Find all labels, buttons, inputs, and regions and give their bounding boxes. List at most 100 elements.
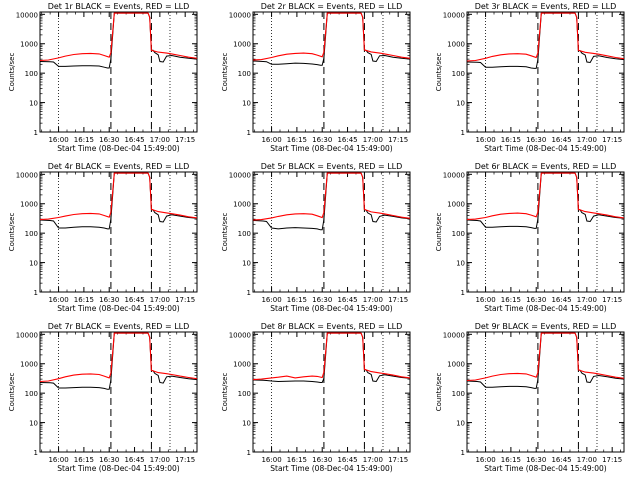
x-axis-label: Start Time (08-Dec-04 15:49:00) (484, 464, 606, 473)
y-tick-label: 100 (452, 230, 465, 238)
y-tick-label: 100 (238, 230, 251, 238)
lld-series-line (253, 12, 410, 61)
chart-title: Det 8r BLACK = Events, RED = LLD (261, 322, 403, 331)
x-tick-label: 16:00 (261, 456, 281, 464)
y-tick-label: 1 (34, 129, 38, 137)
series-layer (467, 332, 624, 389)
plot-frame (466, 171, 625, 293)
y-tick-label: 10 (242, 420, 251, 428)
chart-panel-9: Det 9r BLACK = Events, RED = LLD 1 10 100 10… (435, 322, 625, 473)
lld-series-line (467, 332, 624, 382)
x-tick-label: 16:30 (99, 136, 119, 144)
x-tick-label: 17:15 (602, 296, 622, 304)
x-tick-label: 16:45 (551, 296, 571, 304)
y-tick-label: 1 (34, 449, 38, 457)
events-series-line (467, 332, 624, 389)
x-tick-label: 16:45 (124, 456, 144, 464)
y-tick-label: 10 (29, 420, 38, 428)
x-tick-label: 17:00 (577, 296, 597, 304)
y-tick-label: 1 (461, 129, 465, 137)
x-tick-label: 17:00 (150, 296, 170, 304)
x-tick-label: 17:15 (175, 296, 195, 304)
y-tick-label: 10 (456, 420, 465, 428)
chart-panel-2: Det 2r BLACK = Events, RED = LLD 1 10 100 10… (221, 2, 411, 153)
y-tick-label: 10 (456, 260, 465, 268)
events-series-line (467, 172, 624, 229)
x-tick-label: 16:00 (261, 296, 281, 304)
chart-panel-6: Det 6r BLACK = Events, RED = LLD 1 10 100 10… (435, 162, 625, 313)
y-axis-label: Counts/sec (435, 213, 443, 252)
chart-panel-7: Det 7r BLACK = Events, RED = LLD 1 10 100 10… (8, 322, 198, 473)
series-layer (253, 332, 410, 383)
events-series-line (253, 332, 410, 383)
x-tick-label: 16:00 (475, 456, 495, 464)
chart-panel-5: Det 5r BLACK = Events, RED = LLD 1 10 100 10… (221, 162, 411, 313)
series-layer (253, 172, 410, 231)
series-layer (40, 172, 197, 230)
y-tick-label: 1000 (20, 41, 38, 49)
x-tick-label: 16:45 (124, 296, 144, 304)
x-tick-label: 16:00 (261, 136, 281, 144)
x-tick-label: 16:15 (501, 296, 521, 304)
y-tick-label: 1 (247, 129, 251, 137)
x-tick-label: 16:15 (74, 456, 94, 464)
events-series-line (40, 332, 197, 390)
y-axis-label: Counts/sec (435, 53, 443, 92)
lld-series-line (253, 332, 410, 381)
x-tick-label: 16:15 (501, 136, 521, 144)
y-tick-label: 100 (238, 70, 251, 78)
lld-series-line (467, 12, 624, 62)
x-tick-label: 16:45 (337, 456, 357, 464)
x-tick-label: 17:00 (363, 296, 383, 304)
y-axis-label: Counts/sec (435, 373, 443, 412)
x-tick-label: 17:00 (577, 136, 597, 144)
chart-title: Det 9r BLACK = Events, RED = LLD (475, 322, 617, 331)
y-tick-label: 10 (242, 260, 251, 268)
x-tick-label: 16:15 (74, 296, 94, 304)
y-tick-label: 1 (247, 289, 251, 297)
y-tick-label: 1000 (447, 41, 465, 49)
y-axis-label: Counts/sec (8, 213, 16, 252)
x-tick-label: 16:30 (526, 136, 546, 144)
x-axis-label: Start Time (08-Dec-04 15:49:00) (270, 304, 392, 313)
plot-frame (39, 11, 198, 133)
plot-frame (252, 171, 411, 293)
x-tick-label: 17:15 (388, 296, 408, 304)
x-tick-label: 17:15 (388, 136, 408, 144)
x-tick-label: 16:45 (337, 296, 357, 304)
y-tick-label: 10000 (229, 171, 251, 179)
y-tick-label: 10000 (229, 331, 251, 339)
y-tick-label: 1000 (233, 201, 251, 209)
y-tick-label: 100 (452, 390, 465, 398)
chart-panel-8: Det 8r BLACK = Events, RED = LLD 1 10 100 10… (221, 322, 411, 473)
y-tick-label: 10 (29, 260, 38, 268)
x-tick-label: 16:30 (99, 456, 119, 464)
x-tick-label: 16:30 (526, 296, 546, 304)
y-tick-label: 100 (25, 70, 38, 78)
y-tick-label: 1 (461, 449, 465, 457)
x-tick-label: 16:30 (312, 296, 332, 304)
y-axis-label: Counts/sec (8, 53, 16, 92)
y-axis-label: Counts/sec (221, 53, 229, 92)
x-tick-label: 17:00 (577, 456, 597, 464)
events-series-line (467, 12, 624, 69)
y-tick-label: 1 (461, 289, 465, 297)
x-axis-label: Start Time (08-Dec-04 15:49:00) (57, 464, 179, 473)
chart-panel-1: Det 1r BLACK = Events, RED = LLD 1 10 100 10… (8, 2, 198, 153)
y-tick-label: 1000 (447, 361, 465, 369)
lld-series-line (40, 332, 197, 383)
chart-title: Det 4r BLACK = Events, RED = LLD (48, 162, 190, 171)
x-tick-label: 17:00 (150, 136, 170, 144)
x-axis-label: Start Time (08-Dec-04 15:49:00) (484, 144, 606, 153)
lld-series-line (467, 172, 624, 221)
events-series-line (253, 12, 410, 66)
y-tick-label: 10000 (229, 11, 251, 19)
y-tick-label: 100 (238, 390, 251, 398)
x-axis-label: Start Time (08-Dec-04 15:49:00) (484, 304, 606, 313)
chart-panel-3: Det 3r BLACK = Events, RED = LLD 1 10 100 10… (435, 2, 625, 153)
series-layer (467, 12, 624, 69)
chart-title: Det 6r BLACK = Events, RED = LLD (475, 162, 617, 171)
x-tick-label: 16:30 (526, 456, 546, 464)
x-tick-label: 16:00 (475, 136, 495, 144)
